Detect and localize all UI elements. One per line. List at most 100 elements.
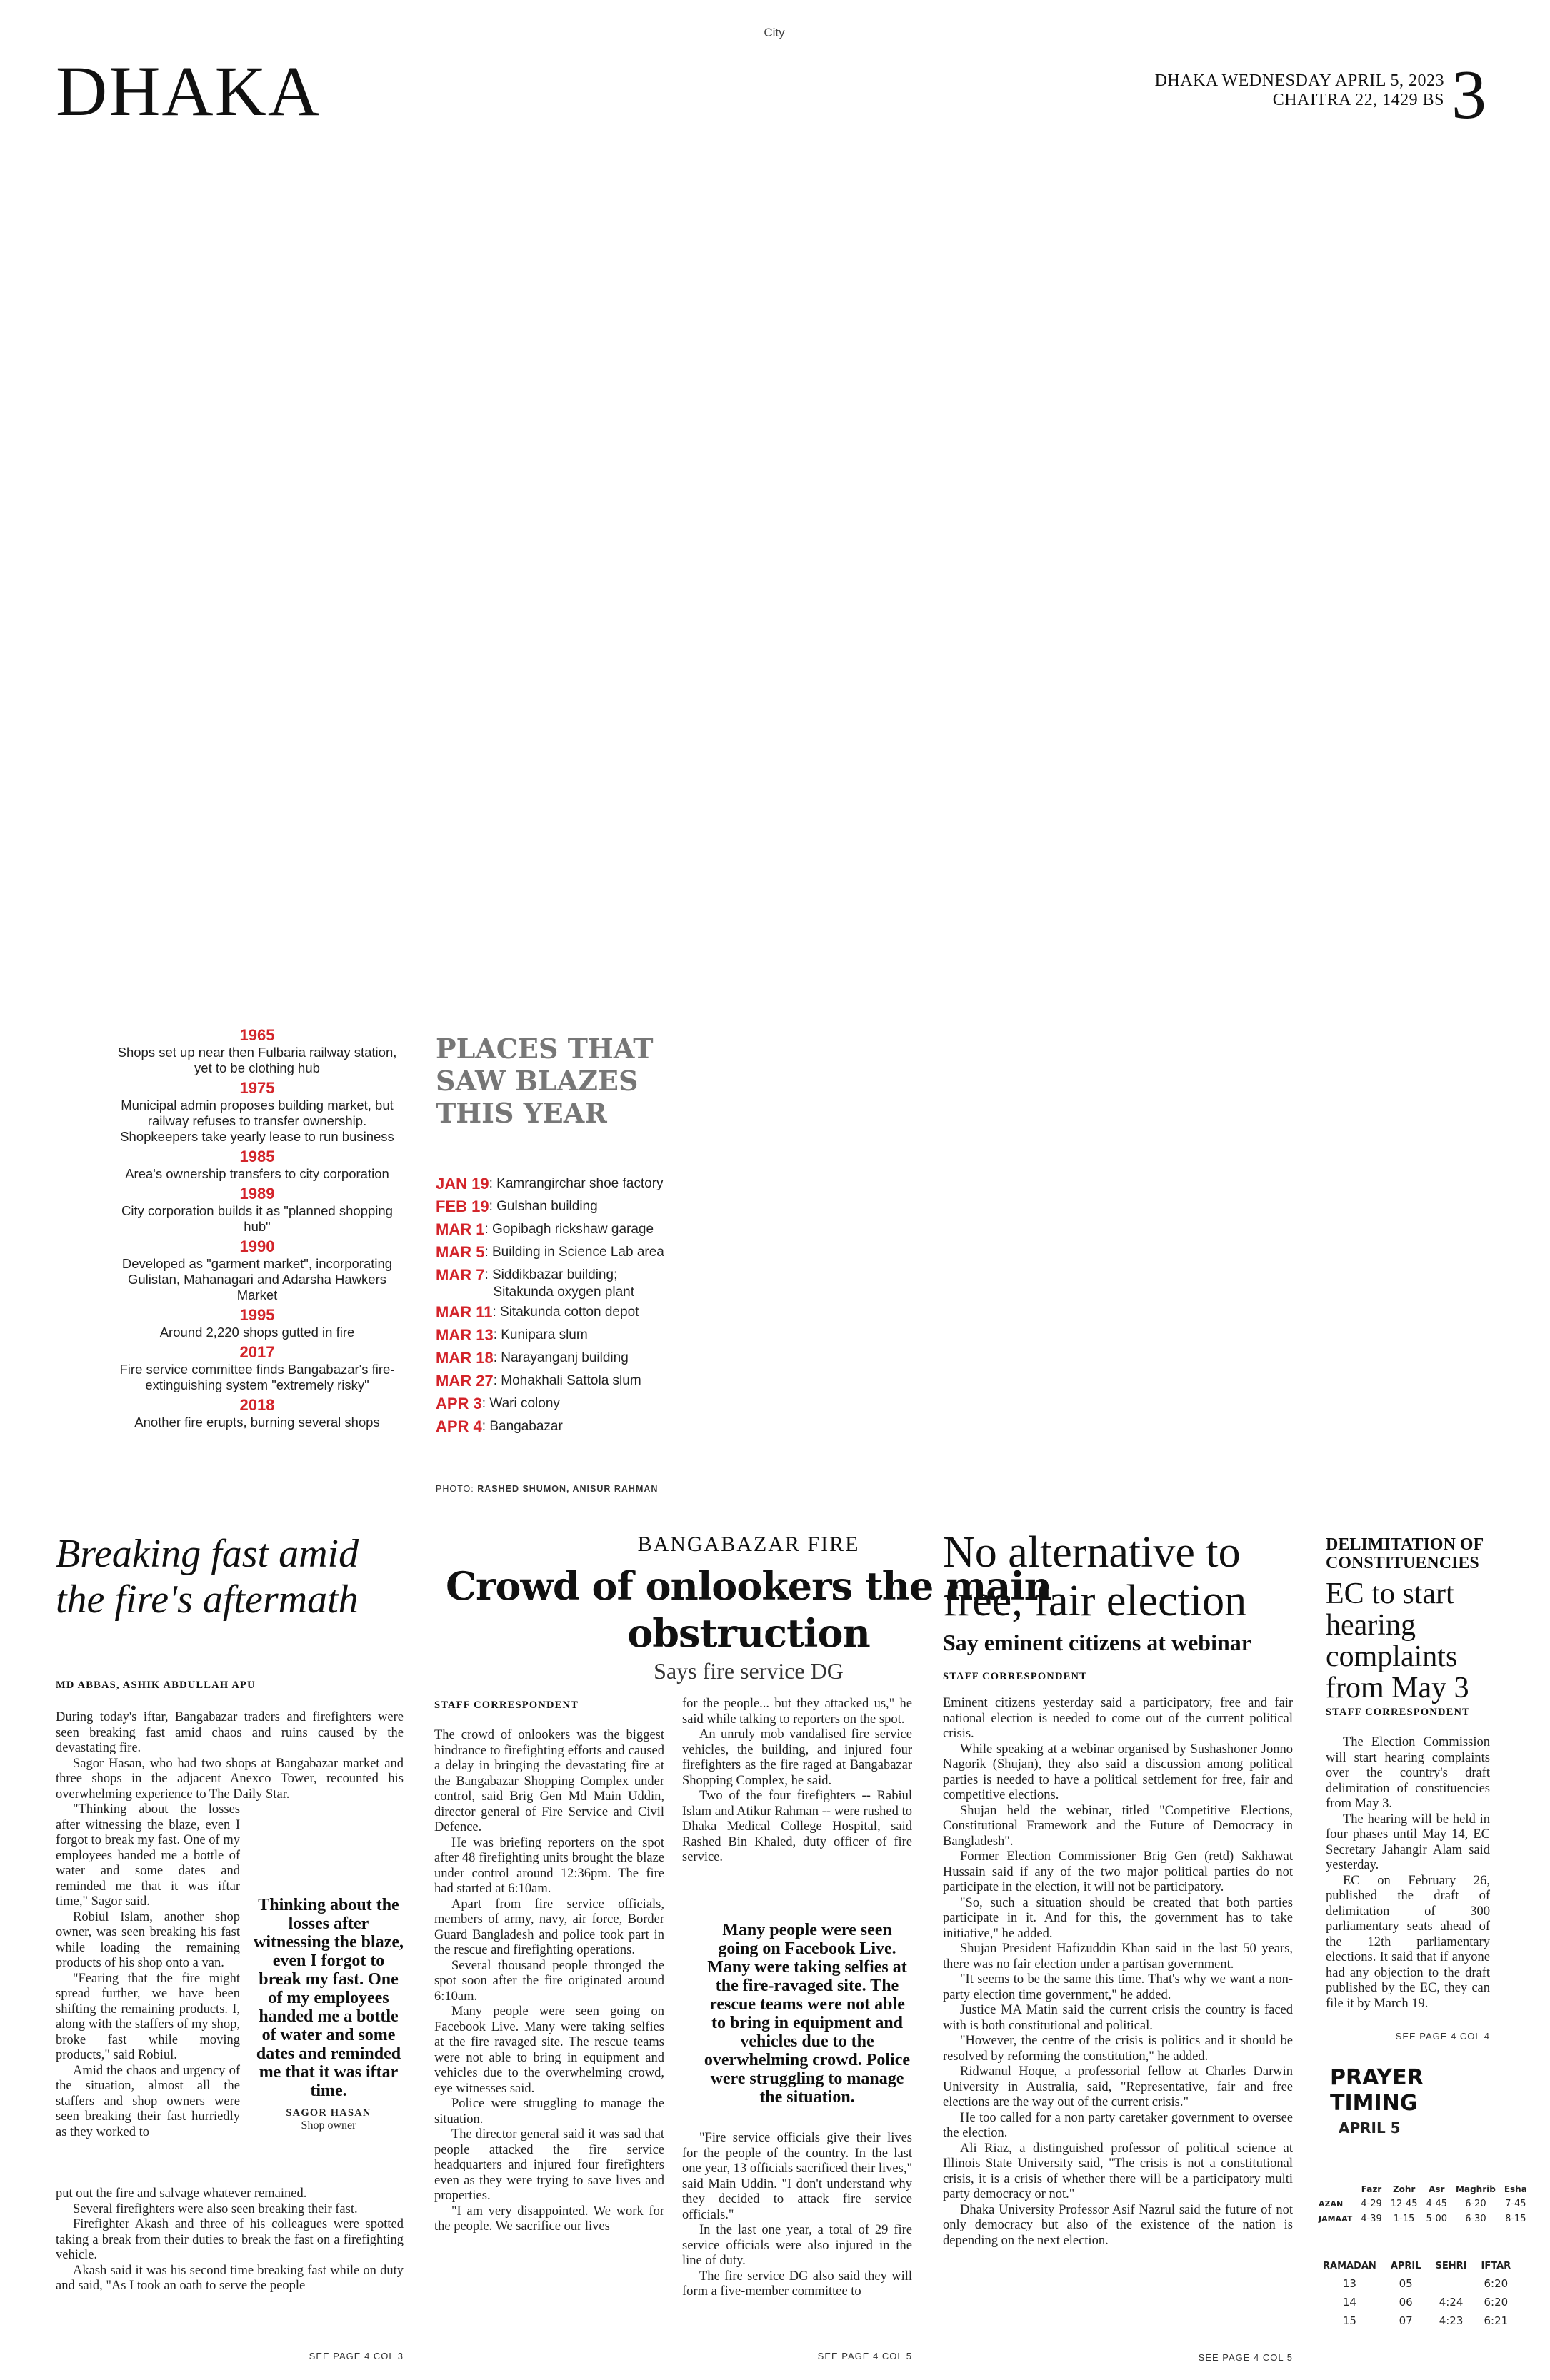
paragraph: Eminent citizens yesterday said a partic…	[943, 1696, 1293, 1741]
article4-byline: STAFF CORRESPONDENT	[1326, 1707, 1471, 1718]
ramadan-cell: 05	[1399, 2277, 1413, 2290]
bangabazar-timeline: 1965 Shops set up near then Fulbaria rail…	[114, 1026, 400, 1433]
prayer-time: 4-39	[1361, 2214, 1382, 2224]
paragraph: Firefighter Akash and three of his colle…	[56, 2217, 404, 2262]
place-text-line: : Kamrangirchar shoe factory	[489, 1176, 664, 1191]
ramadan-header: IFTAR	[1481, 2261, 1511, 2271]
paragraph: "I am very disappointed. We work for the…	[434, 2204, 664, 2234]
timeline-year: 1985	[239, 1148, 275, 1165]
article4-kicker: DELIMITATION OF CONSTITUENCIES	[1326, 1535, 1484, 1572]
paragraph: The director general said it was sad tha…	[434, 2127, 664, 2203]
prayer-time: 6-20	[1465, 2199, 1486, 2209]
place-text: : Bangabazar	[482, 1415, 563, 1438]
place-item: MAR 18: Narayanganj building	[436, 1347, 736, 1370]
paragraph: He too called for a non party caretaker …	[943, 2110, 1293, 2141]
article1-headline: Breaking fast amid the fire's aftermath	[56, 1532, 359, 1622]
place-date: MAR 18	[436, 1349, 494, 1367]
place-text-line: : Siddikbazar building;	[484, 1267, 618, 1282]
timeline-text: City corporation builds it as "planned s…	[121, 1203, 393, 1234]
place-date: MAR 11	[436, 1303, 493, 1321]
paragraph: EC on February 26, published the draft o…	[1326, 1873, 1490, 2011]
prayer-time: 12-45	[1390, 2199, 1418, 2209]
article2-pull-quote: Many people were seen going on Facebook …	[704, 1921, 911, 2107]
timeline-year: 1995	[239, 1306, 275, 1324]
place-item: FEB 19: Gulshan building	[436, 1195, 736, 1218]
place-text-line-2: Sitakunda oxygen plant	[493, 1285, 634, 1300]
paragraph: "However, the centre of the crisis is po…	[943, 2034, 1293, 2064]
article2-byline: STAFF CORRESPONDENT	[434, 1699, 579, 1711]
timeline-entry: 1990 Developed as "garment market", incor…	[114, 1237, 400, 1303]
paragraph: Robiul Islam, another shop owner, was se…	[56, 1909, 240, 1971]
ramadan-cell: 4:23	[1439, 2314, 1464, 2327]
article2-column-1: The crowd of onlookers was the biggest h…	[434, 1728, 664, 2235]
place-text-line: : Kunipara slum	[493, 1327, 588, 1342]
paragraph: Dhaka University Professor Asif Nazrul s…	[943, 2202, 1293, 2248]
paragraph: The hearing will be held in four phases …	[1326, 1812, 1490, 1873]
prayer-header	[1314, 2182, 1356, 2196]
dateline: DHAKA WEDNESDAY APRIL 5, 2023 CHAITRA 22…	[1155, 71, 1444, 110]
ramadan-cell: 6:20	[1484, 2296, 1509, 2309]
place-date: MAR 5	[436, 1243, 485, 1261]
place-text-line: : Wari colony	[481, 1396, 560, 1411]
place-text-line: : Gopibagh rickshaw garage	[484, 1222, 654, 1237]
timeline-text: Shops set up near then Fulbaria railway …	[117, 1045, 397, 1075]
paragraph: "Fire service officials give their lives…	[682, 2131, 912, 2222]
prayer-time: 4-45	[1426, 2199, 1448, 2209]
article2-headline: Crowd of onlookers the main obstruction	[445, 1563, 1052, 1656]
place-text-line: : Sitakunda cotton depot	[492, 1305, 639, 1320]
article4-see-page: SEE PAGE 4 COL 4	[1395, 2031, 1490, 2042]
prayer-table: Fazr Zohr Asr Maghrib Esha AZAN 4-29 12-45 4-45 6…	[1314, 2182, 1531, 2226]
place-text-line: : Gulshan building	[489, 1199, 598, 1214]
ramadan-cell: 13	[1342, 2277, 1356, 2290]
timeline-entry: 2017 Fire service committee finds Bangaba…	[114, 1343, 400, 1393]
article2-subhead: Says fire service DG	[654, 1658, 844, 1684]
place-item: MAR 1: Gopibagh rickshaw garage	[436, 1218, 736, 1241]
article1-pull-quote: Thinking about the losses after witnessi…	[254, 1896, 404, 2132]
place-item: MAR 27: Mohakhali Sattola slum	[436, 1370, 736, 1392]
place-date: FEB 19	[436, 1197, 489, 1215]
article4-headline: EC to start hearing complaints from May …	[1326, 1577, 1469, 1704]
paragraph: The Election Commission will start heari…	[1326, 1735, 1490, 1811]
place-item: APR 4: Bangabazar	[436, 1415, 736, 1438]
paragraph: "So, such a situation should be created …	[943, 1895, 1293, 1941]
paragraph: Shujan held the webinar, titled "Competi…	[943, 1803, 1293, 1849]
timeline-text: Developed as "garment market", incorpora…	[121, 1256, 393, 1302]
place-date: MAR 1	[436, 1220, 485, 1238]
paragraph: put out the fire and salvage whatever re…	[56, 2186, 307, 2201]
paragraph: The fire service DG also said they will …	[682, 2269, 912, 2299]
place-text: : Building in Science Lab area	[484, 1241, 664, 1264]
article1-byline: MD ABBAS, ASHIK ABDULLAH APU	[56, 1679, 256, 1691]
timeline-text: Area's ownership transfers to city corpo…	[125, 1166, 389, 1181]
ramadan-cell: 06	[1399, 2296, 1413, 2309]
paragraph: "It seems to be the same this time. That…	[943, 1972, 1293, 2002]
place-item: MAR 13: Kunipara slum	[436, 1324, 736, 1347]
prayer-header: Asr	[1429, 2184, 1445, 2194]
place-text: : Gopibagh rickshaw garage	[484, 1218, 654, 1241]
photo-credit-names: RASHED SHUMON, ANISUR RAHMAN	[477, 1484, 659, 1494]
timeline-entry: 1995 Around 2,220 shops gutted in fire	[114, 1306, 400, 1340]
article2-kicker: BANGABAZAR FIRE	[637, 1532, 860, 1556]
article1-quote-text: Thinking about the losses after witnessi…	[254, 1896, 404, 2100]
paragraph: Ridwanul Hoque, a professorial fellow at…	[943, 2064, 1293, 2109]
paragraph: Justice MA Matin said the current crisis…	[943, 2003, 1293, 2033]
date-line-gregorian: DHAKA WEDNESDAY APRIL 5, 2023	[1154, 71, 1444, 90]
timeline-year: 2017	[239, 1343, 275, 1361]
paragraph: Two of the four firefighters -- Rabiul I…	[682, 1789, 912, 1864]
paragraph: Several thousand people thronged the spo…	[434, 1958, 664, 2004]
photo-area	[56, 150, 1494, 1014]
prayer-time: 5-00	[1426, 2214, 1448, 2224]
timeline-year: 1990	[239, 1237, 275, 1255]
timeline-year: 1975	[239, 1079, 275, 1097]
paragraph: "Fearing that the fire might spread furt…	[56, 1971, 240, 2063]
place-text: : Mohakhali Sattola slum	[494, 1370, 641, 1392]
prayer-timing-box: PRAYER TIMING APRIL 5	[1330, 2065, 1494, 2137]
timeline-year: 2018	[239, 1396, 275, 1414]
place-date: JAN 19	[436, 1175, 489, 1192]
article2-see-page: SEE PAGE 4 COL 5	[817, 2351, 912, 2361]
article2-column-2-bottom: "Fire service officials give their lives…	[682, 2131, 912, 2300]
article3-see-page: SEE PAGE 4 COL 5	[1198, 2352, 1293, 2363]
timeline-text: Municipal admin proposes building market…	[120, 1098, 394, 1144]
timeline-entry: 1989 City corporation builds it as "plann…	[114, 1185, 400, 1235]
paragraph: Former Election Commissioner Brig Gen (r…	[943, 1849, 1293, 1894]
article3-body: Eminent citizens yesterday said a partic…	[943, 1696, 1293, 2249]
